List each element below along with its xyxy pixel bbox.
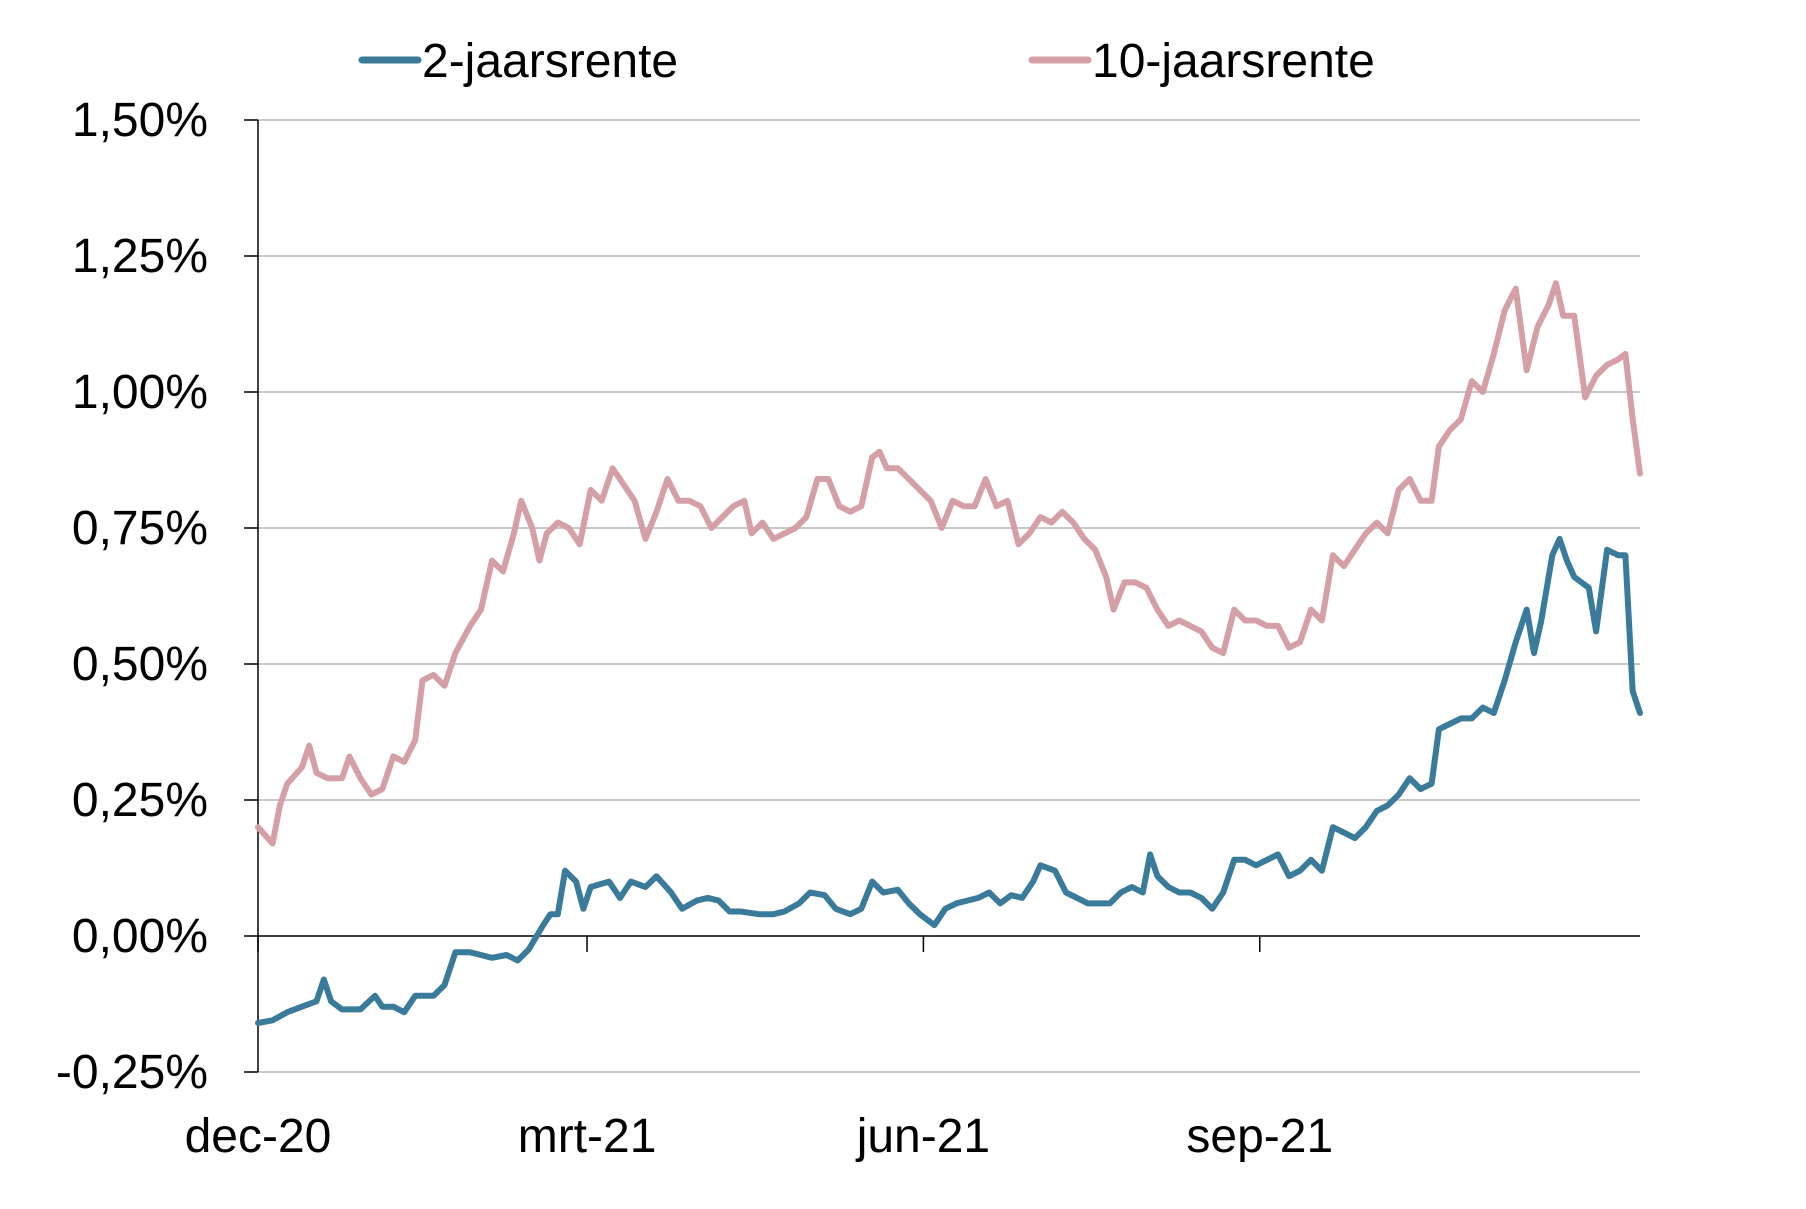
legend-label: 2-jaarsrente <box>422 35 678 88</box>
series-line-2y <box>255 535 1643 1026</box>
axes <box>244 119 1640 1073</box>
legend-item: 2-jaarsrente <box>358 35 678 88</box>
x-tick-label: sep-21 <box>1186 1110 1333 1163</box>
y-tick-label: 0,00% <box>72 910 208 963</box>
x-axis-tick-labels: dec-20 mrt-21 jun-21 sep-21 <box>185 1110 1334 1163</box>
x-tick-label: dec-20 <box>185 1110 332 1163</box>
legend-item: 10-jaarsrente <box>1028 35 1375 88</box>
x-tick-label: mrt-21 <box>518 1110 657 1163</box>
y-tick-label: 0,50% <box>72 638 208 691</box>
gridlines <box>258 119 1640 1073</box>
y-axis-tick-labels: -0,25% 0,00% 0,25% 0,50% 0,75% 1,00% 1,25% 1,50… <box>56 94 208 1099</box>
y-tick-label: -0,25% <box>56 1046 208 1099</box>
x-tick-label: jun-21 <box>855 1110 990 1163</box>
y-tick-label: 1,50% <box>72 94 208 147</box>
series-line-10y <box>255 280 1643 847</box>
y-tick-label: 1,00% <box>72 366 208 419</box>
y-tick-label: 1,25% <box>72 230 208 283</box>
legend-label: 10-jaarsrente <box>1092 35 1375 88</box>
legend: 2-jaarsrente 10-jaarsrente <box>358 35 1375 88</box>
series-lines <box>255 280 1643 1026</box>
y-tick-label: 0,25% <box>72 774 208 827</box>
y-tick-label: 0,75% <box>72 502 208 555</box>
